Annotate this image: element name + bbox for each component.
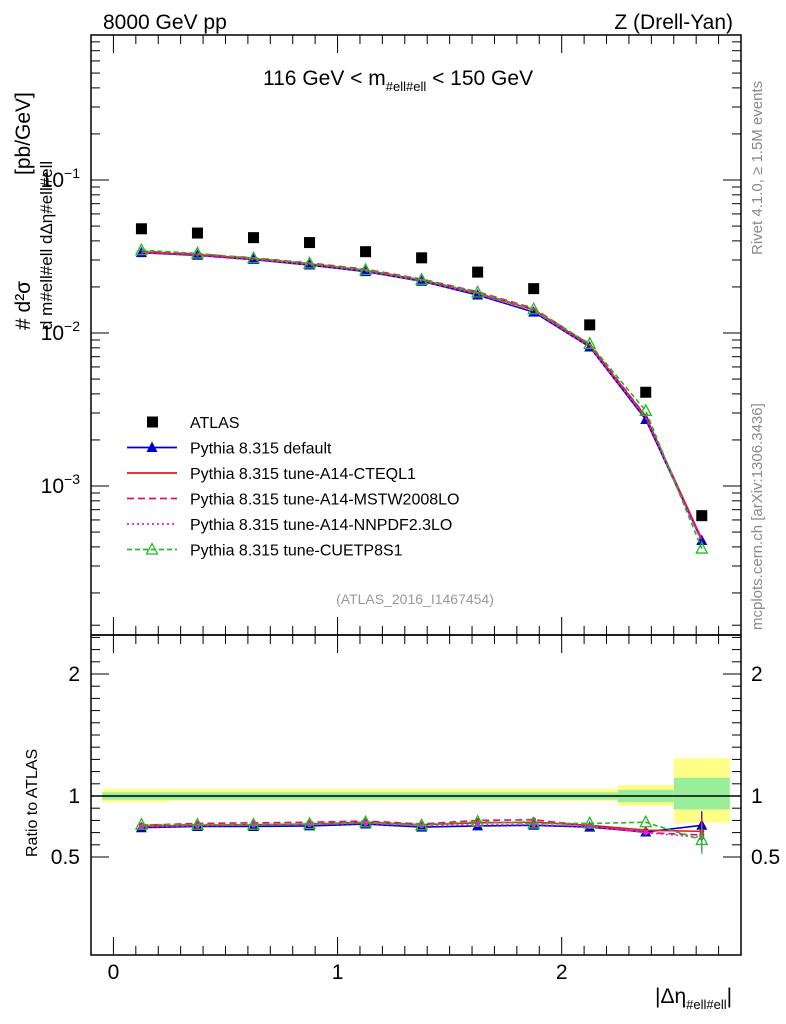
ratio-line bbox=[141, 820, 703, 841]
series-point bbox=[696, 534, 708, 546]
band-green bbox=[673, 777, 730, 810]
series-point bbox=[527, 301, 541, 315]
atlas-point bbox=[584, 319, 596, 331]
axis-ticks: 10−1 10−2 10−3 2 1 0.5 2 1 0.5 0 1 2 bbox=[41, 35, 780, 984]
x-axis-title: |Δη#ell#ell| bbox=[655, 985, 732, 1012]
series-point bbox=[415, 272, 429, 285]
mass-range-label: 116 GeV < m#ell#ell < 150 GeV bbox=[263, 67, 533, 94]
series-point bbox=[246, 250, 261, 264]
y-tick-label: 10−2 bbox=[41, 318, 81, 345]
ratio-series-group bbox=[134, 811, 709, 854]
ratio-point bbox=[415, 817, 429, 831]
series-point bbox=[583, 336, 597, 349]
series-point bbox=[302, 256, 317, 269]
atlas-point bbox=[528, 283, 540, 295]
y-title-unit: [pb/GeV] bbox=[12, 92, 35, 175]
ratio-uncertainty-bands bbox=[102, 758, 730, 823]
ratio-point bbox=[358, 814, 373, 828]
ratio-point bbox=[302, 816, 317, 830]
legend-label: Pythia 8.315 tune-A14-MSTW2008LO bbox=[190, 492, 459, 509]
ratio-panel-frame bbox=[90, 634, 742, 956]
atlas-point bbox=[135, 223, 147, 235]
atlas-point bbox=[191, 227, 203, 239]
y-tick-label: 10−3 bbox=[41, 471, 81, 498]
y-tick-label: 10−1 bbox=[41, 165, 81, 192]
legend-atlas-label: ATLAS bbox=[190, 415, 240, 432]
ratio-point bbox=[639, 814, 653, 828]
side-rivet-label: Rivet 4.1.0, ≥ 1.5M events bbox=[749, 81, 766, 255]
ratio-point bbox=[134, 817, 149, 830]
ratio-point bbox=[583, 816, 597, 829]
ratio-tick-label-right: 2 bbox=[751, 663, 763, 686]
ratio-point bbox=[643, 830, 649, 836]
side-mcplots-label: mcplots.cern.ch [arXiv:1306.3436] bbox=[749, 403, 766, 630]
legend-marker bbox=[145, 542, 159, 555]
legend-label: Pythia 8.315 default bbox=[190, 441, 332, 458]
ratio-point bbox=[471, 814, 485, 827]
ratio-point bbox=[246, 817, 261, 830]
series-point bbox=[695, 541, 709, 554]
series-point bbox=[639, 403, 653, 416]
main-series-group bbox=[134, 223, 709, 554]
header-left: 8000 GeV pp bbox=[103, 11, 227, 34]
ratio-tick-label-left: 2 bbox=[68, 663, 80, 686]
series-point bbox=[134, 242, 149, 256]
legend: ATLAS Pythia 8.315 default Pythia 8.315 tu… bbox=[127, 415, 459, 560]
atlas-point bbox=[304, 237, 316, 249]
ratio-point bbox=[527, 816, 541, 829]
ratio-tick-label-left: 1 bbox=[68, 785, 80, 808]
analysis-id: (ATLAS_2016_I1467454) bbox=[336, 591, 494, 607]
series-point bbox=[358, 262, 373, 276]
series-line bbox=[141, 252, 703, 543]
x-tick-label: 0 bbox=[108, 961, 120, 984]
series-point bbox=[471, 285, 485, 298]
legend-marker bbox=[146, 441, 158, 452]
legend-label: Pythia 8.315 tune-CUETP8S1 bbox=[190, 543, 403, 560]
atlas-point bbox=[640, 386, 652, 398]
header-right: Z (Drell-Yan) bbox=[614, 11, 733, 34]
ratio-point bbox=[190, 817, 205, 830]
ratio-point bbox=[138, 824, 144, 830]
series-line bbox=[141, 249, 703, 549]
ratio-tick-label-left: 0.5 bbox=[51, 846, 80, 869]
ratio-y-axis-title: Ratio to ATLAS bbox=[24, 749, 41, 857]
x-tick-label: 2 bbox=[556, 961, 568, 984]
main-y-axis-title: # d²σ d m#ell#ell dΔη#ell#ell [pb/GeV] bbox=[12, 92, 56, 330]
series-point bbox=[190, 246, 205, 259]
atlas-point bbox=[248, 232, 259, 244]
atlas-point bbox=[416, 252, 428, 264]
main-panel-frame bbox=[90, 34, 742, 636]
atlas-point bbox=[472, 266, 484, 278]
legend-label: Pythia 8.315 tune-A14-CTEQL1 bbox=[190, 466, 416, 483]
ratio-tick-label-right: 0.5 bbox=[751, 846, 780, 869]
atlas-point bbox=[360, 246, 372, 258]
y-title-numerator: # d²σ bbox=[12, 281, 35, 330]
y-title-denominator: d m#ell#ell dΔη#ell#ell bbox=[37, 161, 56, 330]
atlas-point bbox=[696, 510, 708, 522]
x-tick-label: 1 bbox=[332, 961, 344, 984]
ratio-tick-label-right: 1 bbox=[751, 785, 763, 808]
legend-atlas-marker bbox=[147, 416, 158, 428]
legend-label: Pythia 8.315 tune-A14-NNPDF2.3LO bbox=[190, 517, 452, 534]
